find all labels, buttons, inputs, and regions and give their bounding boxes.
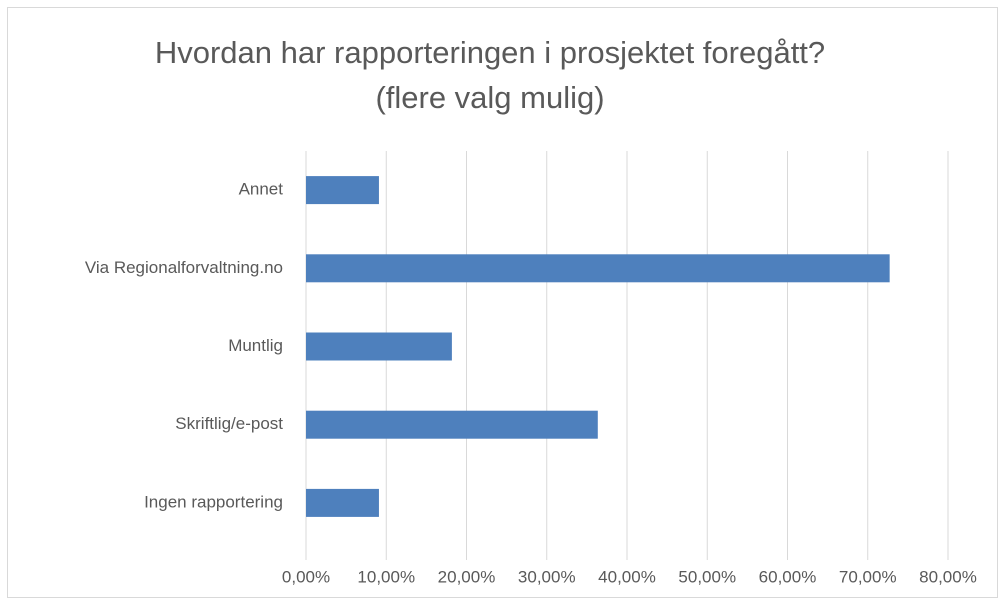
x-tick-label: 10,00%	[357, 567, 415, 586]
y-tick-label: Muntlig	[228, 336, 283, 355]
x-tick-label: 30,00%	[518, 567, 576, 586]
x-tick-label: 20,00%	[438, 567, 496, 586]
y-tick-label: Annet	[239, 180, 284, 199]
y-tick-label: Via Regionalforvaltning.no	[85, 258, 283, 277]
bar	[306, 254, 890, 283]
y-tick-label: Ingen rapportering	[144, 492, 283, 511]
x-tick-label: 60,00%	[759, 567, 817, 586]
bar	[306, 410, 598, 439]
bar	[306, 488, 379, 517]
x-tick-label: 40,00%	[598, 567, 656, 586]
x-tick-label: 70,00%	[839, 567, 897, 586]
bar	[306, 176, 379, 205]
x-tick-label: 0,00%	[282, 567, 330, 586]
chart-subtitle: (flere valg mulig)	[375, 80, 604, 115]
y-tick-label: Skriftlig/e-post	[175, 414, 283, 433]
chart-border	[7, 7, 998, 598]
x-tick-label: 80,00%	[919, 567, 977, 586]
chart-title: Hvordan har rapporteringen i prosjektet …	[155, 35, 825, 70]
bar	[306, 332, 452, 361]
x-tick-label: 50,00%	[678, 567, 736, 586]
